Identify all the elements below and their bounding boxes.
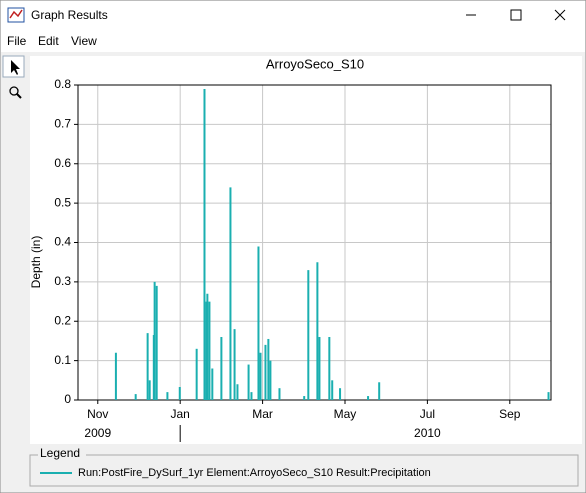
y-tick-label: 0.3 [54, 274, 71, 288]
y-tick-label: 0.2 [54, 313, 71, 327]
x-tick-label: May [334, 407, 357, 421]
menu-bar [1, 30, 585, 52]
plot-frame [77, 84, 552, 401]
close-button[interactable] [554, 9, 566, 21]
title-bar [1, 1, 585, 30]
menu-item[interactable]: File [7, 34, 27, 48]
zoom-tool[interactable] [9, 86, 22, 99]
y-tick-label: 0.5 [54, 195, 71, 209]
x-year-label: 2009 [84, 426, 111, 440]
window-title: Graph Results [31, 8, 108, 22]
legend-entry: Run:PostFire_DySurf_1yr Element:ArroyoSe… [78, 467, 431, 479]
x-tick-label: Sep [499, 407, 521, 421]
x-year-label: 2010 [414, 426, 441, 440]
plot: 0 0.1 0.2 0.3 0.4 0.5 0.6 0.7 0.8 Nov Jan Mar May Jul… [54, 77, 552, 442]
chart-title: ArroyoSeco_S10 [266, 56, 364, 71]
y-axis-label: Depth (in) [29, 236, 43, 289]
chart-panel [30, 56, 582, 444]
y-tick-label: 0.7 [54, 117, 71, 131]
x-tick-label: Jul [420, 407, 435, 421]
app-icon [7, 7, 25, 23]
x-tick-label: Mar [252, 407, 273, 421]
maximize-button[interactable] [510, 9, 522, 21]
legend-box [29, 454, 579, 487]
x-tick-label: Nov [87, 407, 108, 421]
legend-title-bg [38, 447, 86, 461]
y-tick-label: 0 [64, 392, 71, 406]
menu-item[interactable]: View [71, 34, 97, 48]
y-tick-label: 0.6 [54, 156, 71, 170]
y-tick-label: 0.8 [54, 77, 71, 91]
legend-title: Legend [40, 446, 80, 460]
y-tick-label: 0.1 [54, 353, 71, 367]
menu-item[interactable]: Edit [38, 34, 59, 48]
y-tick-label: 0.4 [54, 235, 71, 249]
x-tick-label: Jan [171, 407, 190, 421]
arrow-icon [11, 60, 20, 75]
